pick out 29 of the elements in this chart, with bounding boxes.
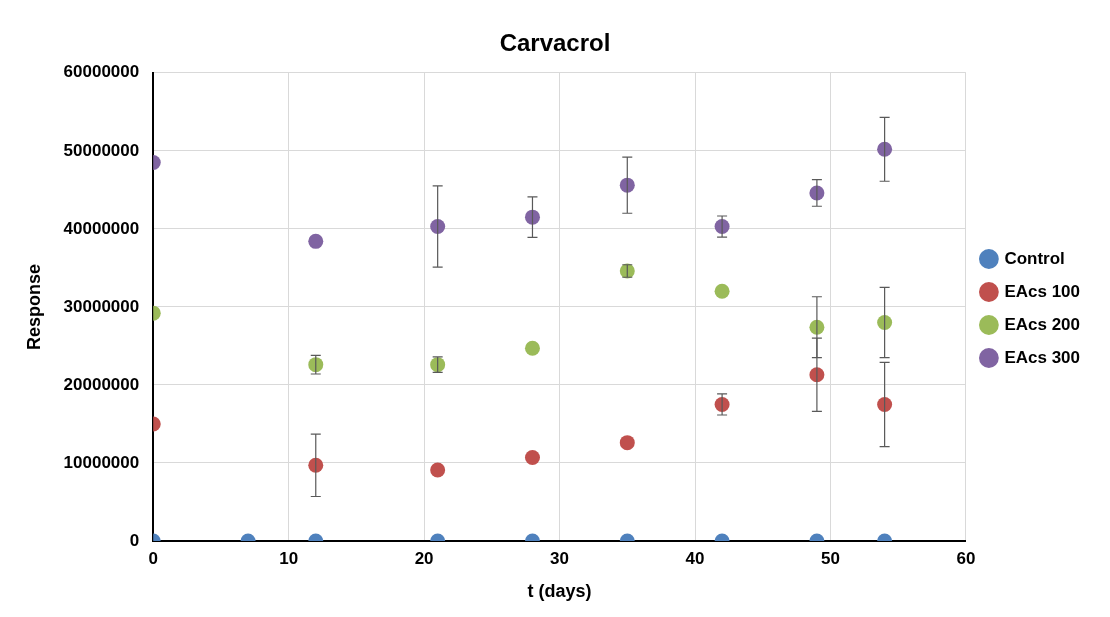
chart-title: Carvacrol (499, 29, 611, 57)
x-tick-label: 30 (550, 548, 570, 568)
point (308, 233, 324, 249)
y-tick-label: 0 (129, 530, 140, 550)
point (877, 141, 893, 157)
x-tick-label: 10 (279, 548, 299, 568)
legend-label: EAcs 300 (1004, 347, 1081, 367)
y-axis-title: Response (23, 263, 44, 350)
x-tick-label: 60 (956, 548, 976, 568)
y-tick-label: 10000000 (63, 452, 140, 472)
y-tick-label: 20000000 (63, 374, 140, 394)
legend-label: EAcs 100 (1004, 281, 1081, 301)
legend-label: Control (1004, 248, 1065, 268)
x-tick-label: 50 (820, 548, 840, 568)
x-tick-label: 0 (148, 548, 158, 568)
point (877, 315, 893, 331)
y-tick-label: 30000000 (63, 296, 140, 316)
point (430, 219, 446, 235)
point (524, 340, 540, 356)
x-tick-label: 20 (414, 548, 434, 568)
y-tick-label: 50000000 (63, 140, 140, 160)
x-tick-label: 40 (685, 548, 705, 568)
legend-label: EAcs 200 (1004, 314, 1081, 334)
point (619, 177, 635, 193)
y-tick-label: 60000000 (63, 62, 140, 82)
point (877, 396, 893, 412)
x-axis-title: t (days) (527, 581, 592, 602)
y-tick-label: 40000000 (63, 218, 140, 238)
point (714, 283, 730, 299)
